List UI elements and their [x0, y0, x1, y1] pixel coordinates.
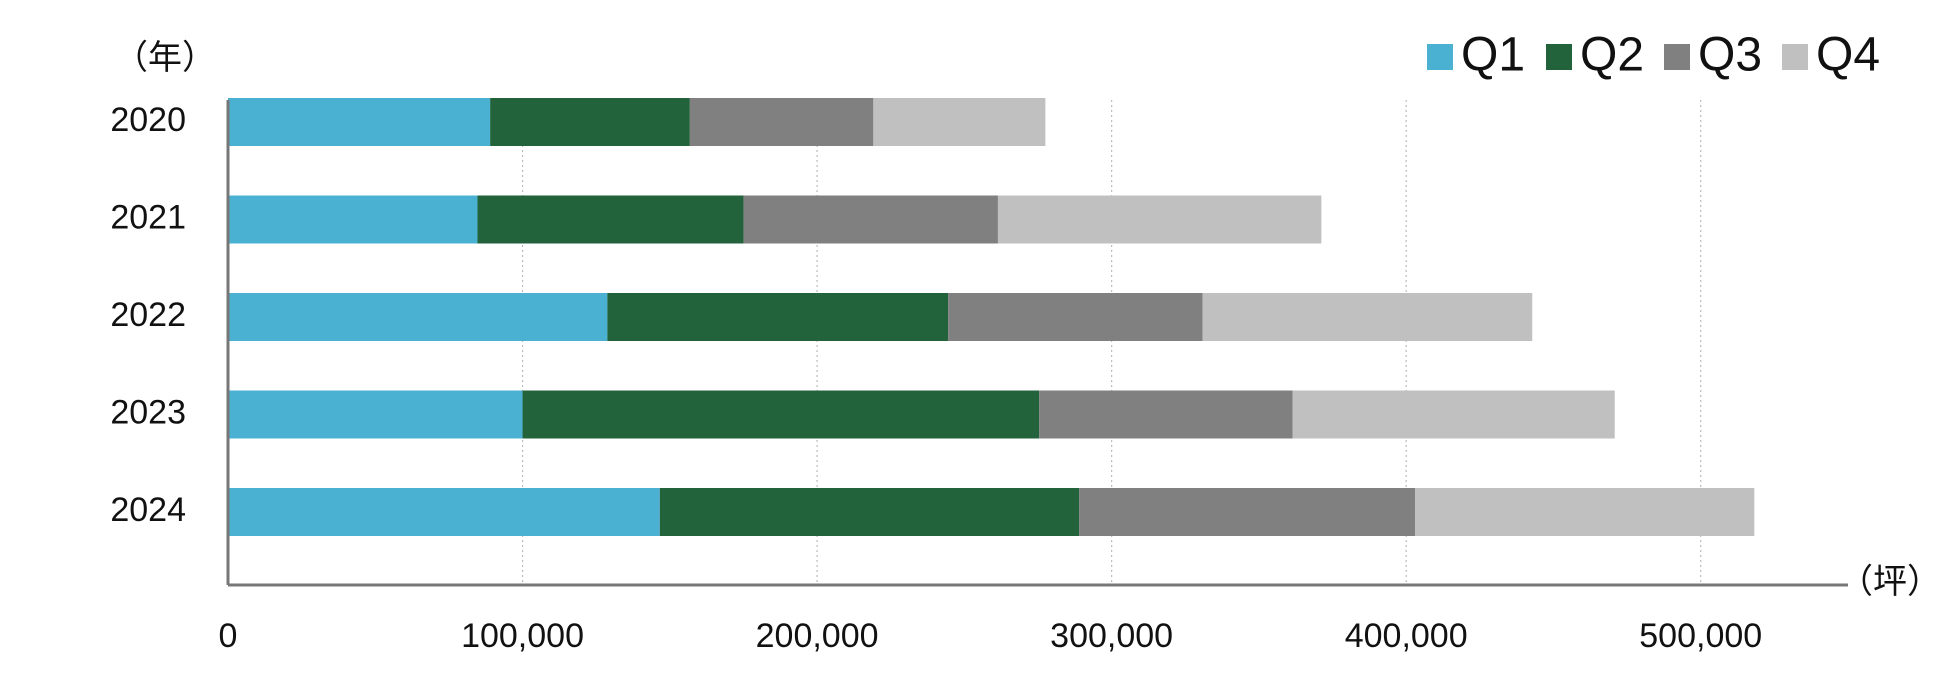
y-tick-label: 2024 — [110, 491, 186, 529]
bar — [1039, 390, 1293, 439]
bar — [1202, 293, 1533, 341]
legend-label: Q1 — [1461, 29, 1525, 82]
bar — [522, 390, 1040, 439]
bar — [228, 390, 523, 439]
x-tick-label: 500,000 — [1639, 617, 1762, 655]
bar — [228, 98, 491, 146]
bar — [1292, 390, 1615, 439]
legend-label: Q3 — [1698, 29, 1762, 82]
x-tick-label: 0 — [219, 617, 238, 655]
legend-swatch — [1664, 44, 1690, 70]
bar — [997, 195, 1322, 244]
bar — [228, 293, 608, 341]
bar — [659, 488, 1080, 536]
x-tick-label: 400,000 — [1345, 617, 1468, 655]
legend-label: Q2 — [1580, 29, 1644, 82]
y-tick-label: 2021 — [110, 198, 186, 236]
bar — [743, 195, 998, 244]
bar — [490, 98, 690, 146]
bar — [1079, 488, 1416, 536]
bar — [477, 195, 744, 244]
legend-swatch — [1546, 44, 1572, 70]
y-tick-label: 2022 — [110, 296, 186, 334]
y-tick-label: 2023 — [110, 393, 186, 431]
bar — [607, 293, 949, 341]
bar — [1415, 488, 1755, 536]
y-unit-label: （年） — [114, 39, 216, 77]
bar — [873, 98, 1046, 146]
legend-label: Q4 — [1816, 29, 1880, 82]
bar — [228, 195, 478, 244]
x-tick-label: 100,000 — [461, 617, 584, 655]
x-tick-label: 200,000 — [756, 617, 879, 655]
bar — [689, 98, 874, 146]
x-tick-label: 300,000 — [1050, 617, 1173, 655]
bar — [948, 293, 1203, 341]
legend-swatch — [1782, 44, 1808, 70]
legend-swatch — [1427, 44, 1453, 70]
y-tick-label: 2020 — [110, 101, 186, 139]
bar — [228, 488, 660, 536]
x-unit-label: （坪） — [1839, 563, 1941, 601]
